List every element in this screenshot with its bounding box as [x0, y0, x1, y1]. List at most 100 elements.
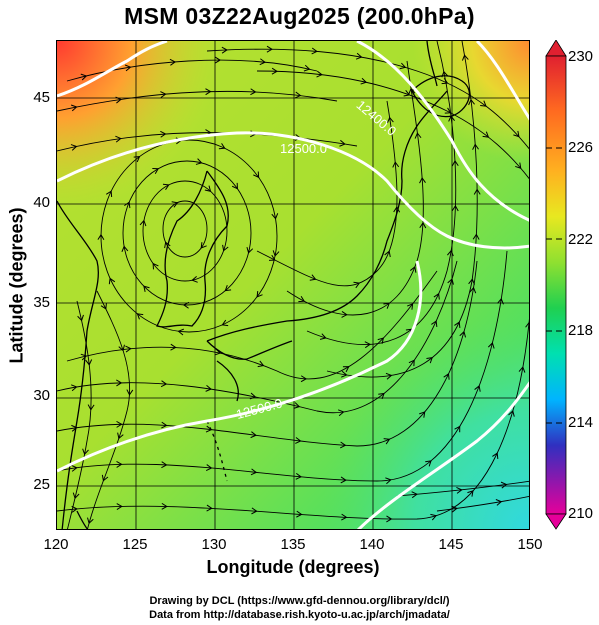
- streamline-arrow: [300, 375, 308, 383]
- streamline-arrow: [459, 330, 467, 338]
- streamline-arrow: [70, 384, 78, 392]
- streamline-arrow: [87, 404, 95, 411]
- streamline-arrow: [125, 345, 132, 353]
- map-svg: 12400.0 12500.0 12500.0: [57, 41, 529, 529]
- streamline-arrow: [116, 503, 123, 510]
- streamline-arrow: [407, 303, 414, 310]
- streamline-arrow: [525, 321, 529, 329]
- streamline-arrow: [222, 244, 229, 252]
- credit-drawing: Drawing by DCL (https://www.gfd-dennou.o…: [149, 595, 450, 607]
- streamline-arrow: [296, 510, 303, 518]
- streamline-arrow: [204, 185, 212, 192]
- streamline-arrow: [383, 438, 391, 445]
- streamline-arrow: [454, 321, 461, 329]
- streamline-arrow: [311, 47, 318, 55]
- streamline-arrow: [425, 460, 432, 467]
- streamline-arrow: [82, 448, 89, 456]
- y-tick-25: 25: [33, 476, 50, 493]
- streamline-arrow: [340, 476, 347, 484]
- streamline-arrow: [87, 517, 94, 525]
- streamline-arrow: [419, 221, 427, 229]
- streamline-arrow: [431, 320, 438, 327]
- streamline-arrow: [385, 372, 393, 380]
- streamline-arrow: [419, 176, 426, 184]
- streamline-arrow: [116, 420, 123, 428]
- streamline-arrow: [133, 156, 141, 163]
- streamline-arrow: [272, 250, 280, 257]
- streamline-arrow: [508, 410, 515, 417]
- streamline-arrow: [414, 132, 422, 139]
- colorbar-label-230: 230: [568, 48, 594, 65]
- streamline-arrow: [472, 233, 480, 240]
- colorbar: [545, 40, 567, 530]
- streamline-arrow: [268, 254, 276, 261]
- streamline-arrow: [126, 389, 134, 396]
- streamline-arrow: [480, 100, 487, 107]
- colorbar-label-218: 218: [568, 322, 594, 339]
- streamline-arrow: [70, 104, 78, 112]
- streamline-arrow: [378, 392, 385, 400]
- streamline-arrow: [70, 144, 78, 151]
- streamline-arrow: [152, 262, 159, 270]
- streamline-arrow: [177, 328, 185, 336]
- streamline-arrow: [108, 277, 116, 285]
- streamline-arrow: [430, 513, 438, 521]
- streamline-arrow: [152, 167, 160, 174]
- streamline-arrow: [383, 302, 390, 309]
- streamline-arrow: [451, 204, 459, 212]
- streamline-arrow: [377, 337, 385, 344]
- streamline-arrow: [451, 505, 458, 513]
- streamline-arrow: [303, 64, 311, 72]
- y-axis-label: Latitude (degrees): [6, 207, 27, 364]
- streamline-arrow: [408, 87, 416, 95]
- streamline-arrow: [472, 143, 479, 150]
- streamline-arrow: [492, 452, 499, 460]
- streamline-arrow: [384, 250, 391, 258]
- streamline-arrow: [250, 468, 258, 476]
- streamline-arrow: [124, 201, 131, 209]
- streamline-arrow: [513, 130, 520, 138]
- streamline-arrow: [259, 58, 267, 66]
- streamline-arrow: [441, 77, 449, 85]
- streamline-arrow: [271, 67, 278, 75]
- streamline-arrow: [105, 190, 113, 198]
- streamline-arrow: [246, 247, 254, 254]
- streamline-arrow: [171, 201, 179, 208]
- map-panel: 12400.0 12500.0 12500.0: [56, 40, 530, 530]
- streamline-arrow: [121, 245, 129, 253]
- streamline-arrow: [443, 373, 450, 380]
- x-tick-125: 125: [122, 536, 148, 553]
- colorbar-min-arrow: [545, 513, 567, 530]
- streamline-arrow: [250, 431, 257, 439]
- x-axis-label: Longitude (degrees): [206, 557, 380, 577]
- streamline-arrow: [249, 392, 257, 400]
- streamline-arrow: [319, 333, 327, 340]
- coastlines: [57, 41, 471, 529]
- streamline-arrow: [71, 505, 78, 513]
- streamline-arrow: [80, 353, 88, 361]
- streamline-arrow: [495, 499, 503, 506]
- colorbar-max-arrow: [545, 40, 567, 57]
- streamline-arrow: [497, 297, 504, 305]
- y-tick-30: 30: [33, 387, 50, 404]
- streamline-arrow: [393, 206, 401, 213]
- streamline-arrow: [469, 286, 477, 294]
- streamline-arrow: [342, 366, 350, 373]
- y-tick-35: 35: [33, 294, 50, 311]
- streamline-arrow: [364, 341, 372, 349]
- streamline-arrow: [399, 62, 407, 70]
- streamline-arrow: [487, 342, 495, 349]
- streamline-arrow: [71, 424, 78, 432]
- streamline-arrow: [386, 515, 393, 523]
- streamline-arrow: [257, 360, 265, 368]
- streamline-arrow: [205, 385, 212, 392]
- streamline-arrow: [295, 437, 302, 444]
- streamline-arrow: [298, 296, 306, 303]
- streamline-arrow: [200, 242, 207, 249]
- streamline-arrow: [72, 492, 80, 500]
- streamline-arrow: [143, 285, 150, 293]
- streamline-arrow: [403, 90, 411, 97]
- wind-streamlines: [57, 41, 529, 529]
- streamline-arrow: [205, 464, 213, 472]
- streamline-arrow: [271, 213, 279, 220]
